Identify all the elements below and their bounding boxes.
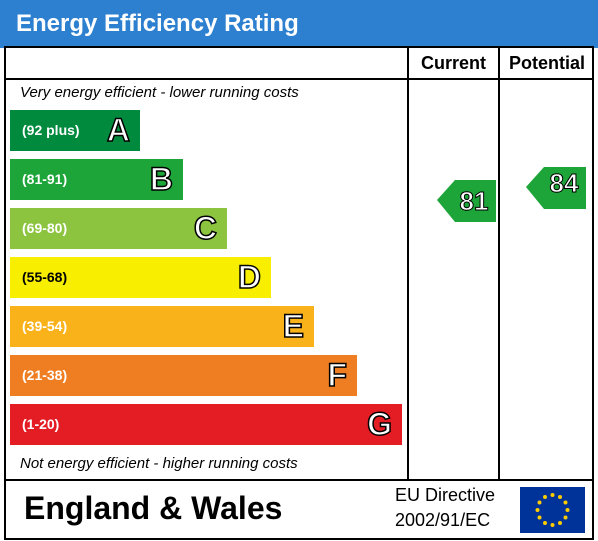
outer-frame bbox=[4, 46, 594, 540]
flag-star bbox=[543, 520, 547, 525]
flag-star bbox=[563, 515, 568, 520]
directive-line2: 2002/91/EC bbox=[395, 510, 491, 530]
flag-star bbox=[558, 495, 562, 500]
region: England & Wales bbox=[24, 490, 283, 526]
potential-arrow: 84 bbox=[526, 167, 586, 209]
title: Energy Efficiency Rating bbox=[0, 0, 598, 48]
flag-stars bbox=[535, 493, 570, 527]
band-letter: E bbox=[282, 307, 305, 345]
flag-star bbox=[535, 508, 540, 512]
potential-value: 84 bbox=[550, 168, 579, 198]
current-header: Current bbox=[420, 53, 486, 73]
bottom-note: Not energy efficient - higher running co… bbox=[20, 455, 298, 472]
flag-star bbox=[563, 500, 568, 505]
band-letter: F bbox=[327, 356, 348, 394]
flag-star bbox=[558, 520, 562, 525]
band-range: (55-68) bbox=[22, 269, 68, 285]
band-range: (21-38) bbox=[22, 367, 68, 383]
band: (1-20) G bbox=[10, 404, 402, 445]
band-range: (92 plus) bbox=[22, 122, 80, 138]
flag-star bbox=[550, 493, 555, 497]
current-arrow-shape bbox=[437, 180, 496, 222]
band: (92 plus) A bbox=[10, 110, 140, 151]
current-arrow: 81 bbox=[437, 180, 496, 222]
band: (39-54) E bbox=[10, 306, 314, 347]
band: (55-68) D bbox=[10, 257, 271, 298]
band-letter: D bbox=[237, 258, 262, 296]
band-range: (1-20) bbox=[22, 416, 60, 432]
flag-star bbox=[543, 495, 547, 500]
potential-header: Potential bbox=[508, 53, 585, 73]
band-range: (39-54) bbox=[22, 318, 68, 334]
band-range: (81-91) bbox=[22, 171, 68, 187]
column-rule bbox=[407, 46, 409, 480]
band-letter: C bbox=[193, 209, 218, 247]
band-letter: B bbox=[149, 160, 174, 198]
band: (69-80) C bbox=[10, 208, 227, 249]
column-rule bbox=[498, 46, 500, 480]
directive-line1: EU Directive bbox=[395, 485, 496, 505]
band: (21-38) F bbox=[10, 355, 357, 396]
flag-star bbox=[565, 508, 570, 512]
footer-rule bbox=[4, 479, 594, 481]
current-value: 81 bbox=[460, 186, 489, 216]
eu-flag bbox=[520, 487, 585, 533]
header-rule bbox=[4, 78, 594, 80]
flag-star bbox=[537, 515, 542, 520]
flag-star bbox=[537, 500, 542, 505]
potential-arrow-shape bbox=[526, 167, 586, 209]
band: (81-91) B bbox=[10, 159, 183, 200]
band-range: (69-80) bbox=[22, 220, 68, 236]
band-letter: G bbox=[366, 405, 392, 443]
top-note: Very energy efficient - lower running co… bbox=[20, 84, 299, 101]
flag-star bbox=[550, 523, 555, 527]
band-letter: A bbox=[106, 111, 131, 149]
